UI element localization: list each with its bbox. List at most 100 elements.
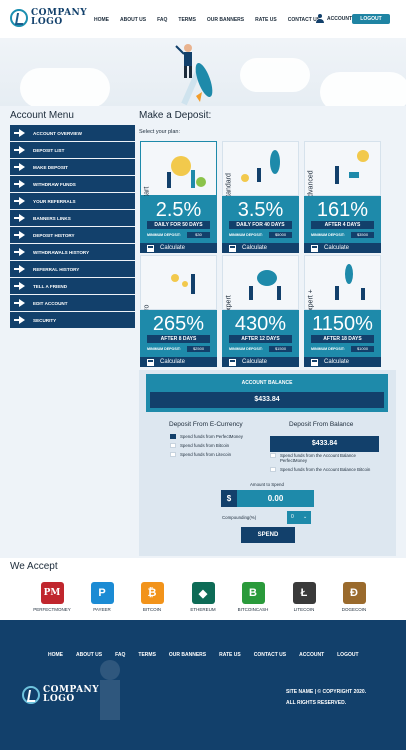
- calculator-icon: [311, 358, 318, 366]
- plan-illustration: [140, 255, 217, 310]
- plan-card-standard[interactable]: Standard 3.5% DAILY FOR 40 DAYS MINIMUM …: [222, 141, 299, 253]
- payment-litecoin: Ł LITECOIN: [279, 582, 329, 612]
- account-label: ACCOUNT: [327, 15, 352, 22]
- radio-icon: [270, 467, 276, 472]
- arrow-right-icon: [14, 179, 26, 189]
- plan-rate: 430%: [234, 313, 287, 335]
- amount-input[interactable]: 0.00: [237, 490, 314, 507]
- plan-name: Pro: [144, 266, 151, 316]
- nav-banners[interactable]: OUR BANNERS: [206, 17, 245, 23]
- arrow-right-icon: [14, 315, 26, 325]
- nav-about[interactable]: ABOUT US: [120, 17, 147, 23]
- arrow-right-icon: [14, 128, 26, 138]
- plan-rate: 3.5%: [237, 199, 284, 221]
- calculate-button[interactable]: Calculate: [304, 357, 381, 367]
- plan-name: Advanced: [307, 170, 315, 202]
- payment-bitcoin: ₿ BITCOIN: [127, 582, 177, 612]
- footer-nav-logout[interactable]: LOGOUT: [337, 652, 359, 658]
- from-balance-value: $433.84: [270, 436, 379, 452]
- calculate-button[interactable]: Calculate: [222, 243, 299, 253]
- min-deposit-label: MINIMUM DEPOSIT:: [311, 347, 345, 351]
- plan-name: Standard: [225, 173, 233, 202]
- arrow-right-icon: [14, 298, 26, 308]
- plan-period: DAILY FOR 50 DAYS: [147, 221, 210, 229]
- nav-faq[interactable]: FAQ: [157, 17, 168, 23]
- ecurrency-title: Deposit From E-Currency: [169, 421, 243, 428]
- balance-option-bitcoin[interactable]: Spend funds from the Account Balance Bit…: [270, 467, 382, 472]
- we-accept-title: We Accept: [10, 561, 58, 572]
- plan-card-start[interactable]: Start 2.5% DAILY FOR 50 DAYS MINIMUM DEP…: [140, 141, 217, 253]
- menu-item-deposit-history[interactable]: DEPOSIT HISTORY: [10, 227, 135, 243]
- chevron-down-icon: ⌄: [303, 514, 308, 520]
- logo-icon: [22, 686, 40, 704]
- menu-item-withdrawals-history[interactable]: WITHDRAWALS HISTORY: [10, 244, 135, 260]
- menu-item-edit-account[interactable]: EDIT ACCOUNT: [10, 295, 135, 311]
- user-icon: [316, 14, 324, 23]
- footer-nav-home[interactable]: HOME: [48, 652, 63, 658]
- menu-item-withdraw-funds[interactable]: WITHDRAW FUNDS: [10, 176, 135, 192]
- min-deposit-value: $5000: [269, 232, 292, 238]
- copyright: SITE NAME | © COPYRIGHT 2020. ALL RIGHTS…: [286, 689, 367, 706]
- plan-period: AFTER 18 DAYS: [311, 335, 374, 343]
- menu-item-referral-history[interactable]: REFERRAL HISTORY: [10, 261, 135, 277]
- plan-rate: 161%: [316, 199, 369, 221]
- nav-rate-us[interactable]: RATE US: [255, 17, 277, 23]
- footer-nav-banners[interactable]: OUR BANNERS: [168, 652, 207, 658]
- footer-nav-contact[interactable]: CONTACT US: [253, 652, 287, 658]
- nav-contact[interactable]: CONTACT US: [287, 17, 321, 23]
- menu-item-deposit-list[interactable]: DEPOSIT LIST: [10, 142, 135, 158]
- ecurrency-option-bitcoin[interactable]: Spend funds from Bitcoin: [170, 443, 229, 448]
- nav-home[interactable]: HOME: [94, 17, 109, 23]
- nav-terms[interactable]: TERMS: [178, 17, 196, 23]
- menu-item-your-referrals[interactable]: YOUR REFERRALS: [10, 193, 135, 209]
- footer-nav-about[interactable]: ABOUT US: [76, 652, 103, 658]
- ethereum-icon: ◆: [191, 582, 215, 604]
- radio-icon: [270, 453, 276, 458]
- currency-symbol: $: [221, 490, 237, 507]
- footer-nav-account[interactable]: ACCOUNT: [299, 652, 325, 658]
- menu-item-banners-links[interactable]: BANNERS LINKS: [10, 210, 135, 226]
- calculate-button[interactable]: Calculate: [140, 243, 217, 253]
- from-balance-title: Deposit From Balance: [289, 421, 354, 428]
- calculator-icon: [229, 358, 236, 366]
- footer-nav-rate-us[interactable]: RATE US: [219, 652, 241, 658]
- rocket-man-illustration: [100, 660, 120, 720]
- plan-card-pro[interactable]: Pro 265% AFTER 8 DAYS MINIMUM DEPOSIT: $…: [140, 255, 217, 367]
- balance-option-perfectmoney[interactable]: Spend funds from the Account Balance Per…: [270, 453, 382, 463]
- ecurrency-option-perfectmoney[interactable]: Spend funds from PerfectMoney: [170, 434, 243, 439]
- company-logo[interactable]: COMPANY LOGO: [10, 9, 87, 27]
- menu-item-make-deposit[interactable]: MAKE DEPOSIT: [10, 159, 135, 175]
- plan-period: AFTER 4 DAYS: [311, 221, 374, 229]
- plan-card-expert-plus[interactable]: Expert + 1150% AFTER 18 DAYS MINIMUM DEP…: [304, 255, 381, 367]
- footer-nav-faq[interactable]: FAQ: [115, 652, 126, 658]
- min-deposit-value: $30: [187, 232, 210, 238]
- plan-card-expert[interactable]: Expert 430% AFTER 12 DAYS MINIMUM DEPOSI…: [222, 255, 299, 367]
- min-deposit-label: MINIMUM DEPOSIT:: [229, 233, 263, 237]
- menu-item-account-overview[interactable]: ACCOUNT OVERVIEW: [10, 125, 135, 141]
- payment-dogecoin: Đ DOGECOIN: [329, 582, 379, 612]
- plan-rate: 2.5%: [155, 199, 202, 221]
- plan-illustration: [304, 255, 381, 310]
- footer-nav-terms[interactable]: TERMS: [138, 652, 156, 658]
- menu-item-security[interactable]: SECURITY: [10, 312, 135, 328]
- account-balance-title: ACCOUNT BALANCE: [241, 380, 293, 386]
- calculate-button[interactable]: Calculate: [222, 357, 299, 367]
- account-link[interactable]: ACCOUNT: [316, 14, 352, 23]
- compounding-select[interactable]: 0: [287, 511, 311, 524]
- plan-period: AFTER 8 DAYS: [147, 335, 210, 343]
- min-deposit-value: $3500: [351, 232, 374, 238]
- calculate-button[interactable]: Calculate: [140, 357, 217, 367]
- bitcoincash-icon: B: [241, 582, 265, 604]
- calculator-icon: [147, 244, 154, 252]
- arrow-right-icon: [14, 196, 26, 206]
- footer-logo[interactable]: COMPANY LOGO: [22, 686, 99, 704]
- ecurrency-option-litecoin[interactable]: Spend funds from Litecoin: [170, 452, 231, 457]
- logout-button[interactable]: LOGOUT: [352, 14, 390, 24]
- spend-button[interactable]: SPEND: [241, 527, 295, 543]
- select-plan-label: Select your plan:: [139, 129, 180, 135]
- menu-item-tell-a-friend[interactable]: TELL A FRIEND: [10, 278, 135, 294]
- perfectmoney-icon: PM: [40, 582, 64, 604]
- calculate-button[interactable]: Calculate: [304, 243, 381, 253]
- plan-card-advanced[interactable]: Advanced 161% AFTER 4 DAYS MINIMUM DEPOS…: [304, 141, 381, 253]
- logo-line-1: COMPANY: [43, 685, 100, 695]
